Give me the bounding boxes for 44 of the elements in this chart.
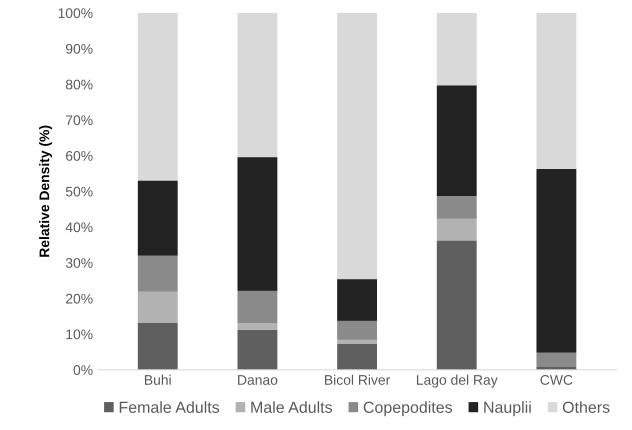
- legend-label: Others: [562, 401, 610, 413]
- x-tick-label: Buhi: [145, 374, 171, 385]
- x-tick-label: Bicol River: [325, 374, 390, 385]
- y-tick-label: 30%: [66, 258, 93, 268]
- bar: [138, 256, 178, 292]
- bar: [138, 292, 178, 323]
- y-tick-label: 10%: [66, 329, 93, 340]
- bar: [536, 168, 576, 353]
- y-tick-label: 40%: [66, 222, 93, 232]
- bar: [138, 12, 178, 181]
- bar: [536, 352, 576, 367]
- y-tick-label: 20%: [66, 294, 93, 304]
- legend-label: Copepodites: [364, 401, 452, 416]
- y-tick-label: 100%: [58, 8, 93, 18]
- x-tick-label: Lago del Ray: [416, 374, 498, 388]
- bar: [237, 330, 278, 370]
- legend-label: Female Adults: [120, 401, 220, 413]
- legend-label: Male Adults: [251, 401, 332, 413]
- bar: [237, 12, 278, 158]
- bar: [436, 218, 477, 241]
- bar: [138, 180, 178, 256]
- bar: [138, 322, 178, 370]
- bar: [337, 320, 378, 340]
- bar: [436, 85, 477, 196]
- bar: [237, 290, 278, 324]
- x-tick-label: Danao: [238, 375, 278, 385]
- y-tick-label: 0%: [74, 365, 93, 375]
- y-tick-label: 80%: [66, 80, 93, 90]
- y-tick-label: 60%: [66, 150, 93, 161]
- bar: [337, 279, 378, 321]
- legend-label: Nauplii: [484, 401, 531, 416]
- y-axis-title: Relative Density (%): [39, 126, 52, 257]
- bar: [237, 323, 278, 330]
- y-tick-label: 90%: [66, 44, 93, 54]
- bar: [237, 157, 278, 291]
- y-tick-label: 70%: [66, 115, 93, 126]
- bar: [436, 12, 477, 86]
- bar: [436, 240, 477, 370]
- y-tick-label: 50%: [66, 186, 93, 197]
- x-tick-label: CWC: [540, 375, 572, 385]
- bar: [536, 12, 576, 169]
- bar: [337, 12, 378, 280]
- bar: [436, 196, 477, 218]
- bar: [337, 344, 378, 370]
